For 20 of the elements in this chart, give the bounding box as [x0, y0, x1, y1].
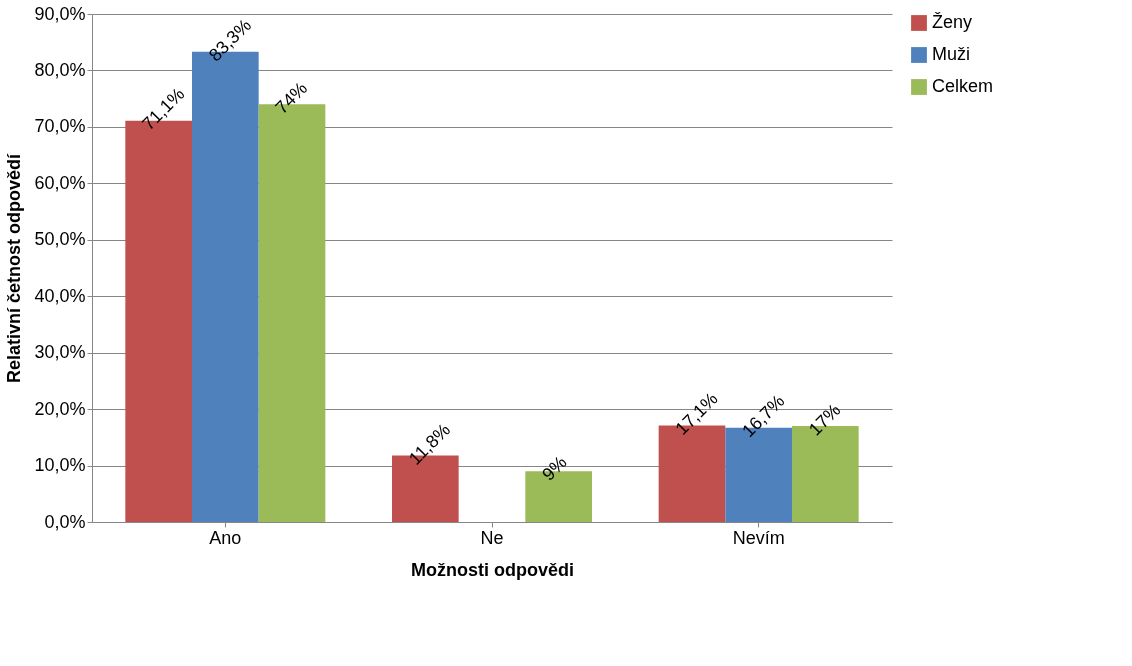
x-tick-label: Ne [480, 527, 504, 548]
y-tick-label: 60,0% [34, 172, 86, 193]
legend-label: Celkem [932, 76, 994, 96]
y-tick-label: 90,0% [34, 3, 86, 24]
legend-label: Muži [932, 44, 971, 64]
data-label: 9% [538, 452, 571, 485]
x-tick-label: Nevím [732, 527, 785, 548]
y-tick-label: 30,0% [34, 342, 86, 363]
y-tick-label: 80,0% [34, 59, 86, 80]
data-label: 74% [271, 78, 312, 118]
y-tick-label: 0,0% [44, 511, 86, 532]
x-axis-title: Možnosti odpovědi [411, 559, 574, 580]
y-tick-label: 20,0% [34, 398, 86, 419]
y-tick-label: 70,0% [34, 116, 86, 137]
legend-label: Ženy [932, 12, 973, 32]
y-tick-label: 10,0% [34, 455, 86, 476]
y-tick-label: 50,0% [34, 229, 86, 250]
x-tick-label: Ano [209, 527, 242, 548]
y-axis-title: Relativní četnost odpovědí [4, 152, 25, 384]
y-tick-label: 40,0% [34, 285, 86, 306]
